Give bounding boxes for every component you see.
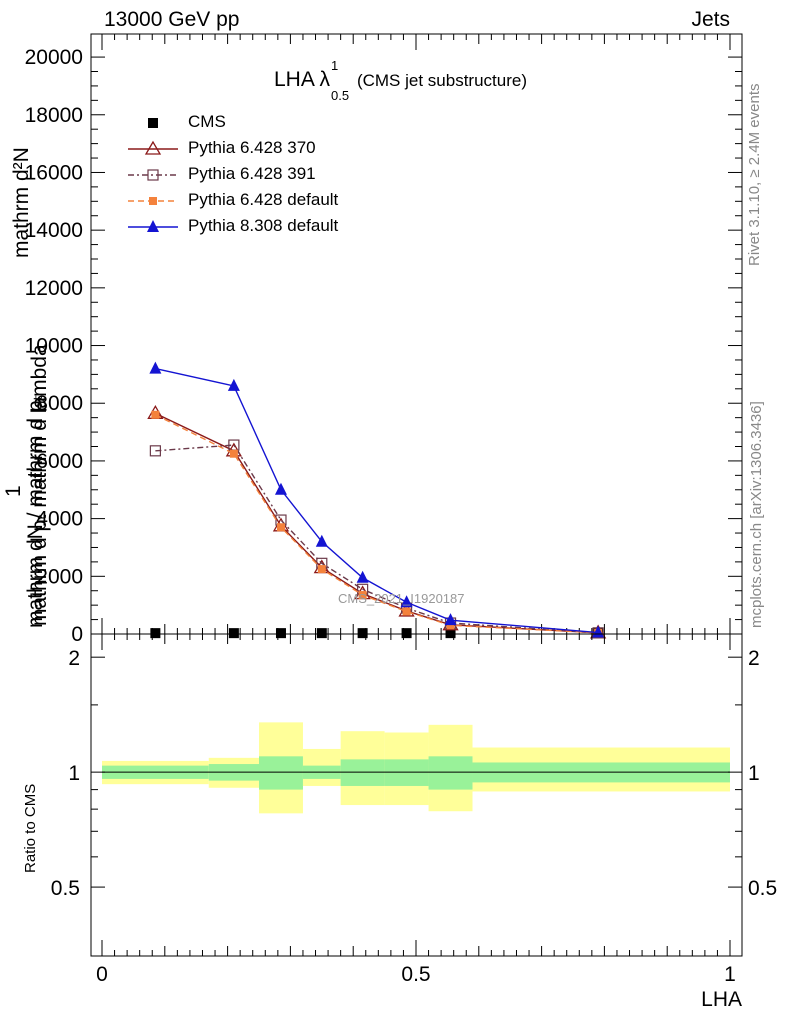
legend-swatch-marker [148,118,158,128]
ratio-ytick-label: 2 [68,647,80,670]
ratio-bands [102,722,730,814]
series-3-point-1 [229,449,238,458]
main-ylabel-numerator-top: mathrm d²N [10,147,33,258]
ratio-ylabel: Ratio to CMS [22,783,39,873]
series-3-point-5 [402,607,411,616]
ratio-ytick-label: 1 [68,762,80,785]
xlabel: LHA [701,988,742,1011]
legend-label: Pythia 6.428 default [188,190,339,209]
series-4-point-4 [356,570,369,583]
series-4-point-1 [227,378,240,391]
legend-swatch [128,220,178,232]
legend-swatch [128,169,178,181]
legend-swatch [128,140,178,155]
plot-title-sup: 1 [331,58,339,73]
header-right: Jets [691,8,730,31]
legend-swatch-marker [149,197,157,205]
series-0-point-2 [275,628,286,639]
main-axes: 0 2000 4000 6000 8000 10000 12000 14000 16000 180… [25,33,743,646]
series-2-point-0 [149,445,161,457]
ratio-band-inner-2 [259,756,303,790]
main-ytick-label: 8000 [36,392,83,415]
legend-label: Pythia 8.308 default [188,216,339,235]
ratio-band-inner-6 [428,756,473,790]
series-line-2 [155,444,599,634]
series-line-1 [155,412,599,634]
main-ytick-label: 18000 [25,104,83,127]
legend-swatch-marker [144,140,162,155]
series-0-point-3 [316,628,327,639]
legend-entry: CMS [126,112,386,134]
ratio-band-inner-4 [340,759,385,786]
ratio-xtick-label: 1 [724,963,736,986]
series-3-point-4 [358,591,367,600]
ratio-ytick-label-right: 1 [748,762,760,785]
plot-title-main: LHA λ [274,68,331,91]
main-ytick-label: 6000 [36,450,83,473]
main-ytick-label: 16000 [25,161,83,184]
main-ytick-label: 2000 [36,565,83,588]
main-ytick-label: 12000 [25,277,83,300]
analysis-watermark: CMS_2021_I1920187 [338,591,465,606]
ratio-band-inner-5 [384,759,429,786]
series-line-3 [155,414,599,634]
main-ylabel-denominator: mathrm dN / mathrm d pₜ [24,394,47,628]
series-3-point-0 [151,410,160,419]
header-left: 13000 GeV pp [104,8,240,31]
legend-label: CMS [188,112,226,131]
legend-entry: Pythia 8.308 default [126,216,386,238]
series-3-point-3 [317,565,326,574]
legend-label: Pythia 6.428 370 [188,138,316,157]
legend-swatch-marker [147,220,159,232]
series-3-point-6 [446,621,455,630]
series-0-point-5 [401,628,412,639]
plot-title: LHA λ 1 0.5 (CMS jet substructure) [274,58,527,103]
series-0-point-6 [445,628,456,639]
series-4-point-3 [315,534,328,547]
legend-entry: Pythia 6.428 370 [126,138,386,160]
series-4-point-6 [444,613,457,626]
ratio-ytick-label: 0.5 [51,877,80,900]
series-0-point-1 [228,628,239,639]
series-line-4 [155,367,599,634]
series-3-point-2 [276,523,285,532]
main-ytick-label: 4000 [36,508,83,531]
ratio-ytick-label-right: 2 [748,647,760,670]
ratio-axes: 0 0.5 1 0.5 0.5 1 1 2 2 [51,633,777,986]
legend-label: Pythia 6.428 391 [188,164,316,183]
legend-entry: Pythia 6.428 391 [126,164,386,186]
series-4-point-2 [274,482,287,495]
ratio-xtick-label: 0.5 [401,963,430,986]
series-4-point-7 [592,625,605,638]
main-ytick-label: 14000 [25,219,83,242]
series-0-point-4 [357,628,368,639]
main-ytick-label: 10000 [25,335,83,358]
series-0-point-0 [150,628,161,639]
plot-title-rest: (CMS jet substructure) [356,71,527,90]
legend-entry: Pythia 6.428 default [126,190,386,212]
series-4-point-0 [149,361,162,374]
main-ytick-label: 0 [71,623,83,646]
series-4-point-5 [400,595,413,608]
ratio-ytick-label-right: 0.5 [748,877,777,900]
legend-swatch [148,118,158,128]
main-ytick-label: 20000 [25,46,83,69]
plot-title-sub: 0.5 [331,88,350,104]
ratio-xtick-label: 0 [96,963,108,986]
legend-swatch [128,197,178,205]
legend-swatch-marker [147,169,159,181]
